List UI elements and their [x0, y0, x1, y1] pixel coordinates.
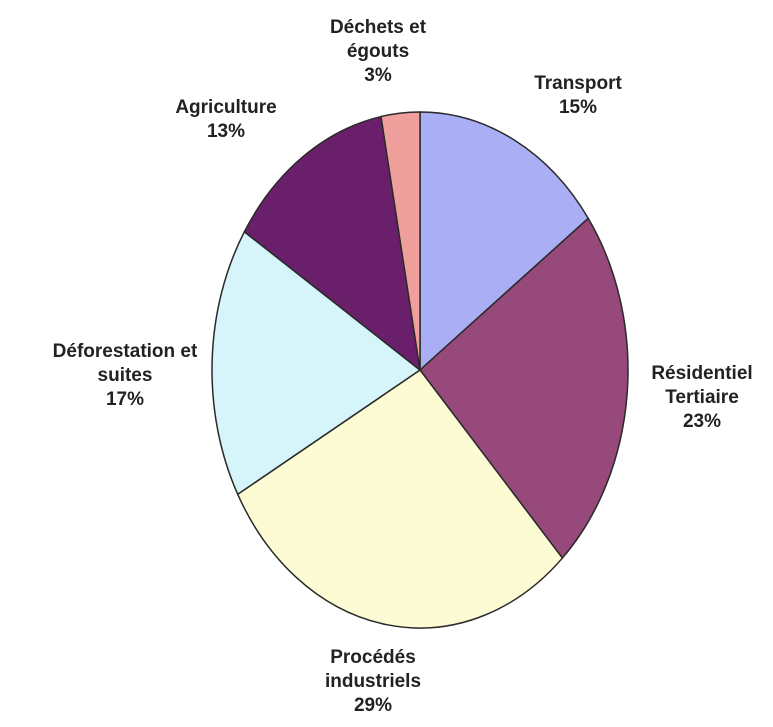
value-label: 17%	[105, 389, 145, 410]
category-label: Agriculture	[175, 97, 277, 118]
value-label: 15%	[558, 97, 598, 118]
category-label: Résidentiel Tertiaire	[651, 363, 753, 408]
category-label: Procédés industriels	[324, 647, 422, 692]
category-label: Transport	[534, 73, 622, 94]
pie-slice	[243, 115, 422, 372]
slice-label: Procédés industriels 29%	[308, 646, 438, 718]
pie-slice	[236, 368, 564, 629]
value-label: 3%	[364, 65, 392, 86]
category-label: Déforestation et suites	[52, 341, 198, 386]
slice-label: Transport 15%	[508, 72, 648, 120]
slice-label: Résidentiel Tertiaire 23%	[637, 362, 767, 434]
pie-slice	[418, 217, 629, 560]
slice-label: Déforestation et suites 17%	[30, 340, 220, 412]
pie-slice	[211, 230, 422, 496]
slice-label: Déchets et égouts 3%	[313, 16, 443, 88]
pie-slice	[419, 111, 590, 372]
slice-label: Agriculture 13%	[156, 96, 296, 144]
value-label: 13%	[206, 121, 246, 142]
pie-slice	[380, 111, 421, 371]
category-label: Déchets et égouts	[329, 17, 427, 62]
value-label: 29%	[353, 695, 393, 716]
value-label: 23%	[682, 411, 722, 432]
